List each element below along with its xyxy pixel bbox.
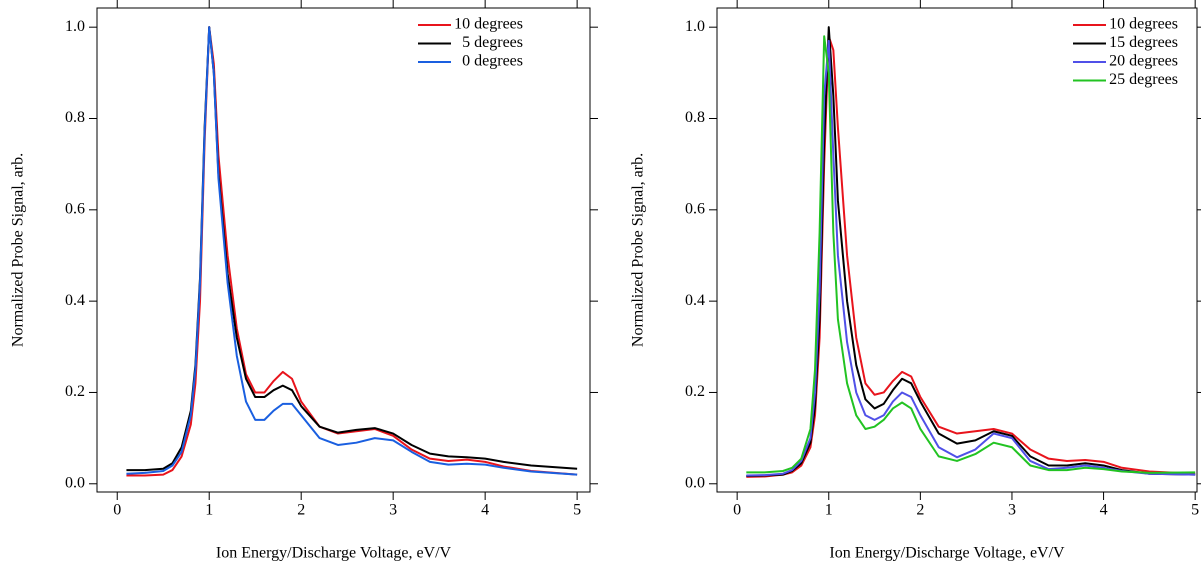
x-tick-label: 5 [1191, 502, 1199, 519]
y-tick-label: 1.0 [65, 18, 85, 35]
legend-label: 10 degrees [454, 16, 523, 33]
series-line [126, 26, 578, 477]
x-axis-label: Ion Energy/Discharge Voltage, eV/V [829, 545, 1065, 562]
x-tick-label: 0 [113, 502, 121, 519]
legend-label: 10 degrees [1109, 16, 1178, 33]
x-tick-label: 2 [297, 502, 305, 519]
y-tick-label: 0.6 [685, 200, 705, 217]
plot-frame [96, 7, 591, 493]
y-tick-label: 0.6 [65, 200, 85, 217]
y-tick-label: 0.2 [65, 383, 85, 400]
x-tick-label: 1 [825, 502, 833, 519]
y-tick-label: 0.8 [65, 109, 85, 126]
x-tick-label: 2 [916, 502, 924, 519]
x-tick-label: 1 [205, 502, 213, 519]
x-tick-label: 3 [389, 502, 397, 519]
legend-label: 0 degrees [462, 53, 523, 70]
plot-frame [716, 7, 1198, 493]
y-tick-label: 0.2 [685, 383, 705, 400]
y-tick-label: 0.0 [65, 474, 85, 491]
legend-label: 20 degrees [1109, 53, 1178, 70]
y-axis-label: Normalized Probe Signal, arb. [10, 153, 27, 347]
y-tick-label: 0.8 [685, 109, 705, 126]
legend-label: 15 degrees [1109, 34, 1178, 51]
series-line [126, 26, 578, 476]
y-tick-label: 0.0 [685, 474, 705, 491]
x-tick-label: 4 [1100, 502, 1108, 519]
x-tick-label: 5 [573, 502, 581, 519]
y-axis-label: Normalized Probe Signal, arb. [630, 153, 647, 347]
y-tick-label: 0.4 [65, 292, 85, 309]
series-line [746, 35, 1196, 474]
y-tick-label: 0.4 [685, 292, 705, 309]
x-tick-label: 4 [481, 502, 489, 519]
legend-label: 25 degrees [1109, 71, 1178, 88]
x-tick-label: 0 [733, 502, 741, 519]
y-tick-label: 1.0 [685, 18, 705, 35]
series-line [746, 39, 1196, 477]
x-tick-label: 3 [1008, 502, 1016, 519]
x-axis-label: Ion Energy/Discharge Voltage, eV/V [216, 545, 452, 562]
legend-label: 5 degrees [462, 34, 523, 51]
